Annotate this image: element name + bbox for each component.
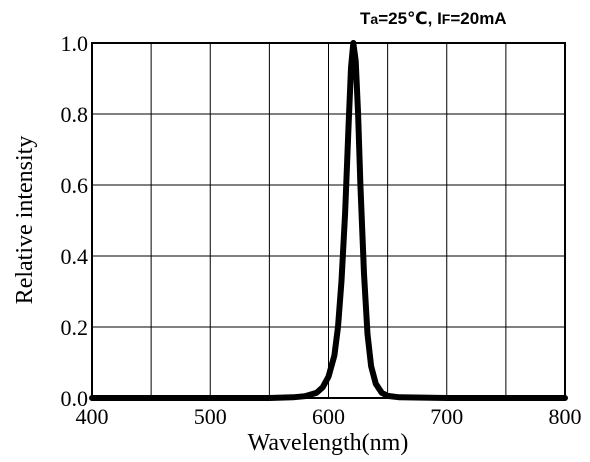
plot-frame (91, 42, 566, 399)
grid-lines (92, 43, 565, 398)
if-value: =20mA (450, 9, 506, 28)
x-tick-label: 800 (549, 404, 582, 429)
y-tick-label: 0.4 (61, 244, 89, 269)
ta-label: T (360, 9, 371, 28)
x-axis-title: Wavelength(nm) (248, 430, 409, 456)
y-tick-labels: 0.0 0.2 0.4 0.6 0.8 1.0 (61, 31, 89, 411)
ta-value: =25℃, (378, 9, 437, 28)
y-axis-title: Relative intensity (12, 136, 38, 305)
spectrum-series-line (89, 40, 568, 401)
y-tick-label: 1.0 (61, 31, 89, 56)
if-label: I (437, 9, 442, 28)
ta-subscript: a (370, 11, 378, 27)
y-tick-label: 0.0 (61, 386, 89, 411)
x-tick-label: 600 (312, 404, 345, 429)
y-tick-label: 0.2 (61, 315, 89, 340)
y-tick-label: 0.8 (61, 102, 89, 127)
x-tick-label: 700 (430, 404, 463, 429)
y-tick-label: 0.6 (61, 173, 89, 198)
x-tick-label: 500 (194, 404, 227, 429)
condition-annotation: Ta=25℃, IF=20mA (360, 9, 507, 28)
x-tick-labels: 400 500 600 700 800 (76, 404, 582, 429)
x-tick-label: 400 (76, 404, 109, 429)
if-subscript: F (442, 11, 451, 27)
